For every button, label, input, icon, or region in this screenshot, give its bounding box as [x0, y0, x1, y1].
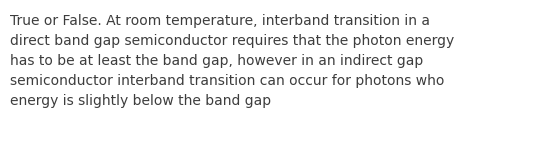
- Text: True or False. At room temperature, interband transition in a
direct band gap se: True or False. At room temperature, inte…: [10, 14, 454, 108]
